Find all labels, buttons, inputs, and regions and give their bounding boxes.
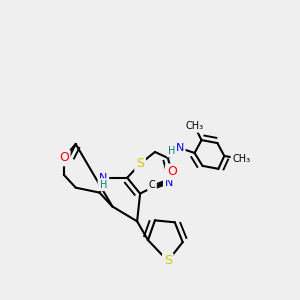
Text: CH₃: CH₃: [232, 154, 250, 164]
Text: N: N: [176, 143, 184, 153]
Text: N: N: [99, 173, 108, 183]
Text: C: C: [148, 180, 155, 190]
Text: H: H: [100, 180, 107, 190]
Text: O: O: [167, 165, 177, 178]
Text: S: S: [136, 158, 144, 170]
Text: CH₃: CH₃: [185, 121, 204, 131]
Text: H: H: [168, 146, 176, 156]
Text: O: O: [59, 152, 69, 164]
Text: S: S: [164, 254, 172, 268]
Text: N: N: [165, 178, 173, 188]
